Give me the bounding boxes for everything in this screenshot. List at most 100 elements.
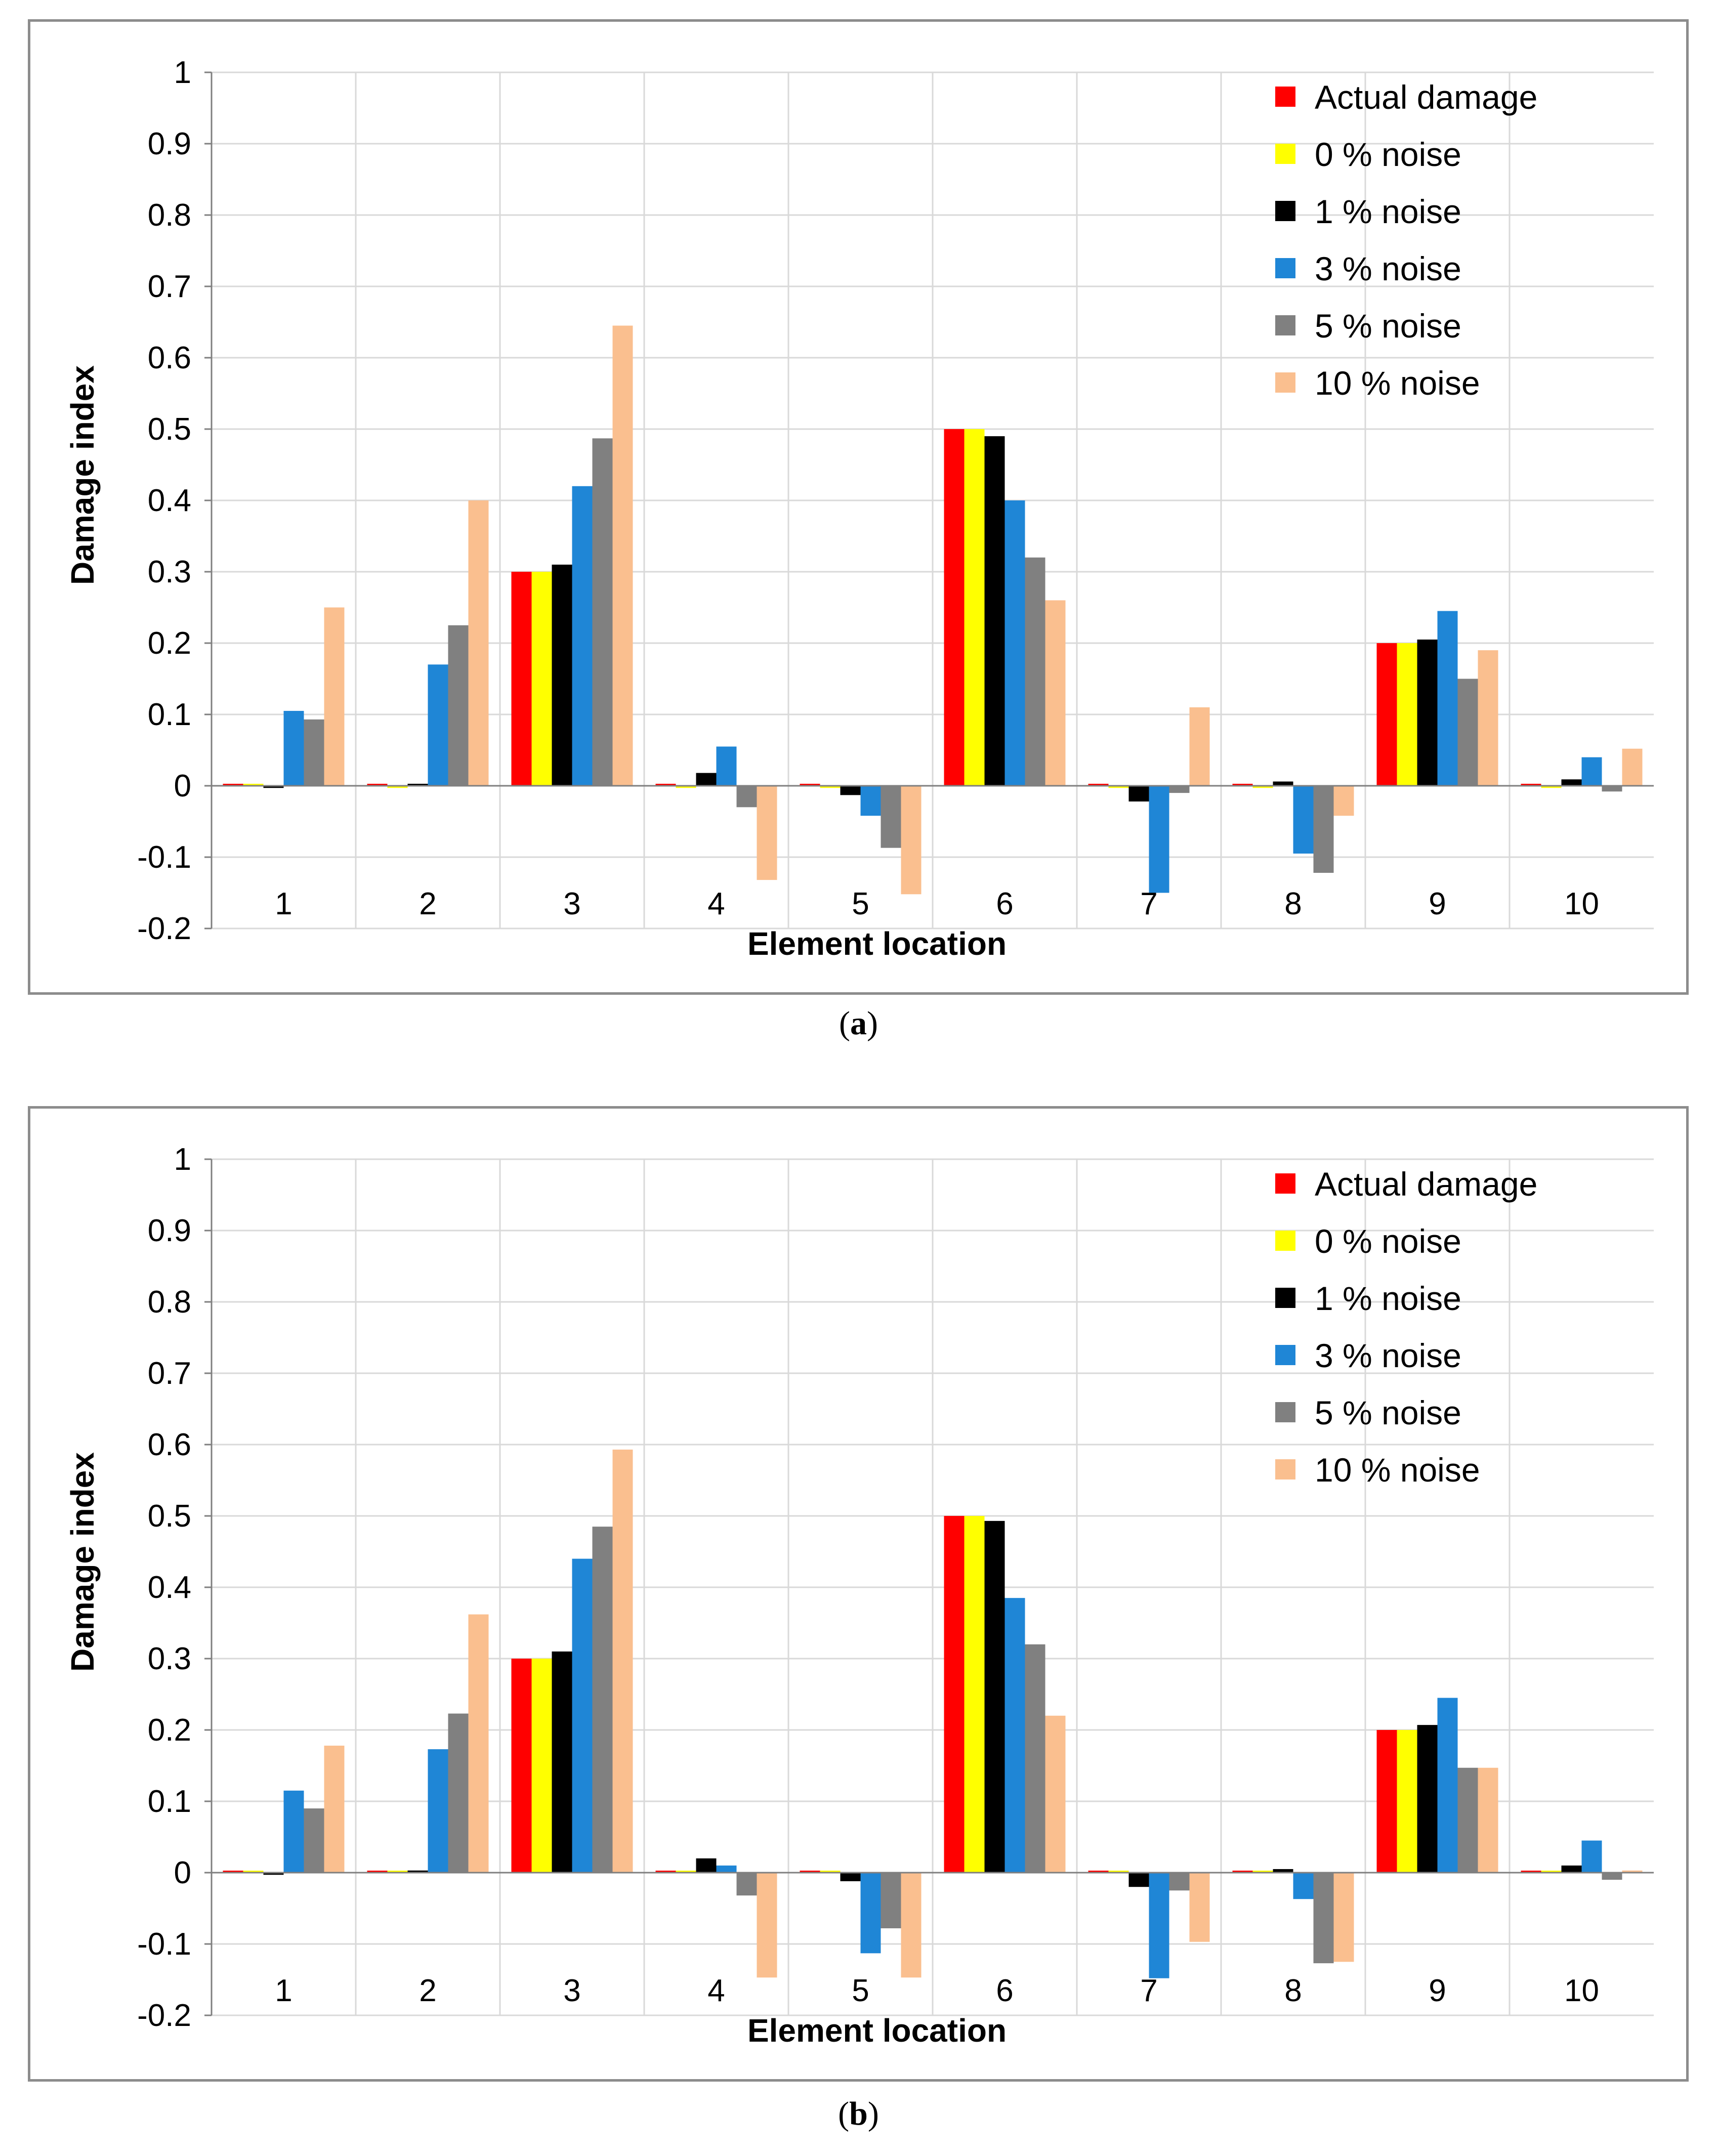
caption-a: (a) — [839, 1005, 878, 1042]
legend-swatch-2 — [1275, 1231, 1295, 1251]
bar-9-series-3 — [1417, 639, 1438, 786]
bar-4-series-2 — [676, 1871, 696, 1873]
bar-9-series-6 — [1478, 1767, 1498, 1873]
bar-5-series-4 — [860, 1873, 881, 1954]
bar-7-series-2 — [1108, 1871, 1129, 1873]
bar-1-series-1 — [223, 784, 243, 786]
legend-swatch-4 — [1275, 258, 1295, 278]
bar-1-series-5 — [304, 1808, 324, 1873]
y-tick-label: 0.5 — [148, 412, 191, 447]
y-tick-label: 0.2 — [148, 626, 191, 661]
legend-swatch-3 — [1275, 1288, 1295, 1308]
x-tick-label: 10 — [1564, 886, 1599, 921]
bar-6-series-4 — [1004, 500, 1025, 786]
y-tick-label: -0.1 — [137, 1927, 191, 1962]
y-tick-label: 0.1 — [148, 697, 191, 732]
legend-swatch-4 — [1275, 1345, 1295, 1365]
bar-1-series-2 — [243, 784, 264, 786]
bar-9-series-1 — [1376, 643, 1397, 786]
y-tick-label: 1 — [174, 1142, 191, 1177]
bar-6-series-5 — [1025, 1644, 1045, 1873]
caption-a-label: a — [850, 1005, 867, 1042]
bar-4-series-4 — [716, 746, 737, 786]
legend-swatch-1 — [1275, 87, 1295, 107]
bar-7-series-6 — [1189, 707, 1210, 786]
legend-label-4: 3 % noise — [1315, 1337, 1461, 1374]
bar-6-series-2 — [964, 1516, 985, 1873]
bar-4-series-2 — [676, 786, 696, 788]
bar-7-series-1 — [1088, 1871, 1109, 1873]
bar-10-series-6 — [1622, 1870, 1643, 1873]
y-tick-label: -0.2 — [137, 911, 191, 946]
bar-6-series-3 — [984, 436, 1005, 786]
bar-5-series-1 — [800, 1871, 820, 1873]
legend-label-5: 5 % noise — [1315, 307, 1461, 345]
bar-1-series-1 — [223, 1871, 243, 1873]
bar-10-series-1 — [1521, 784, 1541, 786]
legend-swatch-2 — [1275, 144, 1295, 164]
bar-7-series-2 — [1108, 786, 1129, 788]
legend-swatch-5 — [1275, 315, 1295, 335]
bar-6-series-6 — [1045, 1715, 1066, 1873]
bar-5-series-2 — [820, 786, 841, 788]
y-axis-title: Damage index — [64, 365, 101, 585]
y-tick-label: 1 — [174, 55, 191, 90]
x-axis-title: Element location — [747, 2012, 1007, 2049]
bar-10-series-2 — [1541, 786, 1562, 788]
legend-swatch-6 — [1275, 1459, 1295, 1479]
bar-10-series-1 — [1521, 1871, 1541, 1873]
bar-9-series-2 — [1397, 1730, 1417, 1873]
bar-1-series-2 — [243, 1871, 264, 1873]
bar-10-series-5 — [1602, 786, 1622, 792]
bar-4-series-3 — [696, 773, 717, 786]
bar-10-series-3 — [1561, 1865, 1582, 1873]
bar-4-series-1 — [655, 784, 676, 786]
x-tick-label: 9 — [1429, 886, 1446, 921]
bar-7-series-1 — [1088, 784, 1109, 786]
y-tick-label: 0.6 — [148, 1427, 191, 1462]
x-tick-label: 6 — [996, 1973, 1013, 2008]
bar-9-series-4 — [1437, 1698, 1458, 1873]
bar-3-series-2 — [531, 1659, 552, 1873]
legend-label-6: 10 % noise — [1315, 1451, 1480, 1489]
bar-9-series-5 — [1457, 1767, 1478, 1873]
bar-5-series-3 — [840, 1873, 861, 1881]
y-tick-label: 0.4 — [148, 1570, 191, 1605]
bar-1-series-6 — [324, 1746, 345, 1873]
x-tick-label: 6 — [996, 886, 1013, 921]
bar-8-series-4 — [1293, 1873, 1314, 1899]
bar-4-series-1 — [655, 1871, 676, 1873]
bar-2-series-3 — [407, 784, 428, 786]
bar-9-series-4 — [1437, 611, 1458, 786]
bar-8-series-1 — [1232, 784, 1253, 786]
bar-8-series-2 — [1252, 1871, 1273, 1873]
bar-5-series-2 — [820, 1871, 841, 1873]
bar-9-series-5 — [1457, 679, 1478, 786]
bar-6-series-6 — [1045, 600, 1066, 786]
bar-3-series-6 — [612, 1449, 633, 1873]
bar-7-series-4 — [1149, 1873, 1169, 1978]
bar-9-series-6 — [1478, 650, 1498, 786]
bar-4-series-6 — [757, 786, 777, 880]
y-tick-label: -0.1 — [137, 840, 191, 875]
bar-3-series-1 — [511, 572, 532, 786]
bar-2-series-1 — [367, 784, 388, 786]
caption-b-label: b — [849, 2095, 868, 2132]
x-tick-label: 4 — [707, 1973, 725, 2008]
bar-1-series-3 — [263, 786, 284, 788]
bar-9-series-3 — [1417, 1725, 1438, 1873]
bar-7-series-3 — [1128, 1873, 1149, 1887]
y-tick-label: 0.7 — [148, 1356, 191, 1391]
chart-panel-a: 1 0.9 0.8 0.7 0.6 0.5 0.4 0.3 0.2 0.1 0 -0.1 -0.2 1 2 3… — [28, 19, 1689, 995]
bar-5-series-4 — [860, 786, 881, 816]
bar-4-series-5 — [736, 786, 757, 808]
bar-8-series-3 — [1273, 1869, 1293, 1873]
bar-2-series-5 — [448, 625, 469, 786]
bar-4-series-3 — [696, 1858, 717, 1873]
bar-4-series-5 — [736, 1873, 757, 1896]
bar-8-series-4 — [1293, 786, 1314, 854]
bar-8-series-5 — [1313, 786, 1334, 873]
bar-2-series-6 — [468, 1614, 489, 1873]
y-tick-label: 0.8 — [148, 1285, 191, 1320]
x-tick-label: 10 — [1564, 1973, 1599, 2008]
